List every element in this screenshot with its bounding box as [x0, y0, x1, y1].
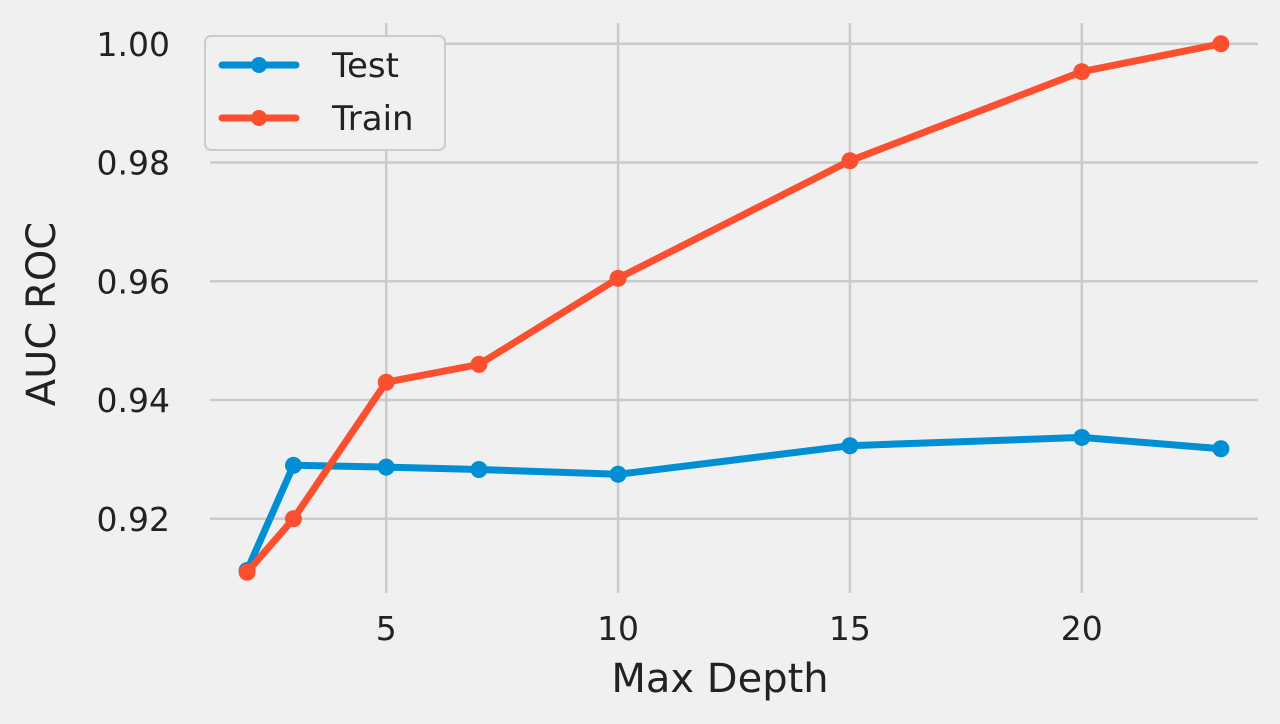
legend-label-train: Train — [331, 99, 414, 139]
x-tick-label: 15 — [829, 609, 871, 648]
data-point-train — [841, 152, 859, 170]
legend-marker-train — [251, 110, 267, 126]
y-tick-label: 0.98 — [97, 144, 170, 183]
y-tick-label: 0.92 — [97, 500, 170, 539]
data-point-test — [1073, 428, 1091, 446]
legend: Test Train — [204, 35, 446, 151]
data-point-train — [470, 355, 488, 373]
y-tick-label: 0.96 — [97, 262, 170, 301]
data-point-test — [1212, 440, 1230, 458]
x-tick-label: 20 — [1061, 609, 1103, 648]
legend-label-test: Test — [331, 46, 399, 86]
data-point-test — [609, 465, 627, 483]
data-point-train — [609, 269, 627, 287]
data-point-train — [1212, 35, 1230, 53]
data-point-train — [284, 510, 302, 528]
data-point-test — [470, 461, 488, 478]
x-axis-label: Max Depth — [611, 656, 828, 702]
data-point-train — [1073, 63, 1091, 81]
y-axis-label: AUC ROC — [19, 222, 65, 407]
y-tick-label: 1.00 — [97, 25, 170, 64]
series-line-test — [243, 433, 1225, 574]
y-tick-label: 0.94 — [97, 381, 170, 420]
legend-marker-test — [251, 57, 267, 73]
data-point-test — [284, 456, 302, 474]
data-series — [238, 35, 1230, 581]
data-point-train — [238, 563, 256, 581]
tick-labels: 5 10 15 20 0.92 0.94 0.96 0.98 1.00 — [97, 25, 1103, 648]
series-line-train — [243, 40, 1225, 576]
data-point-test — [841, 437, 859, 455]
grid-lines — [210, 23, 1258, 593]
data-point-test — [377, 458, 395, 476]
data-point-train — [377, 373, 395, 391]
series-train — [238, 35, 1230, 581]
x-tick-label: 10 — [597, 609, 639, 648]
x-tick-label: 5 — [376, 609, 397, 648]
